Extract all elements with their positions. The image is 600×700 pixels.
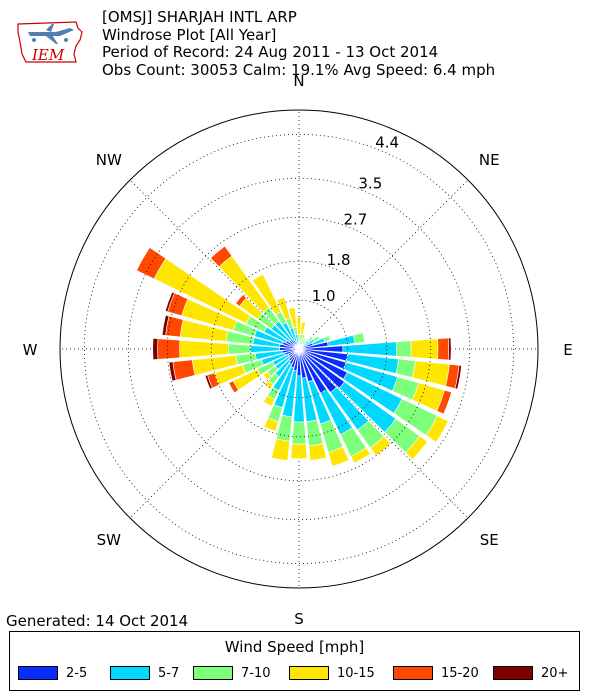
logo-text: IEM [32, 46, 65, 64]
wedge-80-7-10 [353, 332, 365, 344]
ring-gridline [127, 177, 471, 521]
airplane-icon [28, 24, 74, 44]
legend-item-15-20: 15-20 [393, 665, 479, 681]
wedge-320-15-20 [210, 245, 233, 268]
legend-swatch [493, 666, 533, 680]
legend: Wind Speed [mph] 2-5 5-7 7-10 10-15 15-2… [9, 631, 580, 691]
wedge-240-15-20 [228, 380, 239, 394]
windrose-chart: 1.0 1.8 2.7 3.5 4.4 N NE E SE S SW W NW [23, 72, 573, 628]
direction-label-nw: NW [96, 151, 122, 169]
wedge-220-10-15 [264, 380, 274, 389]
iowa-map-icon [17, 21, 83, 63]
legend-item-2-5: 2-5 [18, 665, 87, 681]
legend-label: 5-7 [158, 665, 180, 681]
wedge-180-10-15 [290, 443, 308, 460]
wedge-130-10-15 [405, 435, 428, 460]
obs-summary: Obs Count: 30053 Calm: 19.1% Avg Speed: … [102, 60, 496, 79]
wedge-290-20+ [164, 291, 175, 313]
wedge-270-10-15 [179, 339, 229, 359]
station-title: [OMSJ] SHARJAH INTL ARP [102, 8, 297, 26]
wedge-60-7-10 [312, 335, 321, 342]
legend-label: 15-20 [441, 665, 479, 681]
wedge-170-10-15 [308, 443, 327, 461]
wedge-30-7-10 [301, 337, 307, 344]
outer-circle [59, 109, 539, 589]
wedge-90-20+ [448, 337, 452, 361]
wedge-270-15-20 [157, 338, 181, 360]
legend-label: 10-15 [337, 665, 375, 681]
plot-subtitle: Windrose Plot [All Year] [102, 25, 277, 44]
legend-swatch [18, 666, 58, 680]
wedge-260-20+ [168, 361, 177, 382]
ring-gridline [249, 299, 349, 399]
direction-label-se: SE [480, 531, 499, 549]
legend-swatch [393, 666, 433, 680]
wedge-80-5-7 [327, 334, 356, 347]
wedge-160-10-15 [327, 446, 350, 467]
wedge-310-15-20 [235, 294, 247, 307]
iem-logo: IEM [16, 18, 86, 68]
legend-label: 2-5 [66, 665, 88, 681]
wedge-100-10-15 [412, 360, 450, 387]
wedge-110-15-20 [436, 389, 452, 415]
legend-item-10-15: 10-15 [289, 665, 375, 681]
direction-label-ne: NE [479, 151, 500, 169]
direction-label-sw: SW [97, 531, 122, 549]
generated-date: Generated: 14 Oct 2014 [6, 612, 189, 630]
legend-title: Wind Speed [mph] [224, 638, 365, 656]
wedge-0-10-15 [296, 316, 302, 335]
wedge-280-20+ [161, 314, 170, 336]
wedge-270-7-10 [227, 343, 251, 355]
legend-swatch [289, 666, 329, 680]
wedge-150-10-15 [350, 447, 371, 464]
wedge-100-20+ [454, 364, 462, 390]
period-of-record: Period of Record: 24 Aug 2011 - 13 Oct 2… [102, 43, 439, 61]
wedge-350-10-15 [288, 307, 298, 329]
wedge-90-7-10 [395, 340, 412, 358]
direction-label-e: E [563, 341, 572, 359]
wedge-20-10-15 [301, 334, 306, 340]
wedge-210-10-15 [262, 394, 275, 407]
legend-item-20-plus: 20+ [493, 665, 568, 681]
direction-label-s: S [294, 610, 304, 628]
wedge-50-7-10 [307, 336, 314, 343]
wedge-100-7-10 [395, 358, 416, 379]
wedge-120-10-15 [425, 415, 449, 443]
legend-label: 7-10 [241, 665, 271, 681]
wedge-340-10-15 [276, 296, 291, 321]
ring-gridline [83, 133, 515, 565]
ring-label: 2.7 [343, 210, 367, 228]
wedge-90-15-20 [437, 337, 450, 361]
wedge-230-10-15 [262, 371, 272, 381]
legend-swatch [110, 666, 150, 680]
radial-gridline [298, 179, 469, 350]
legend-label: 20+ [541, 665, 569, 681]
legend-item-7-10: 7-10 [193, 665, 271, 681]
wedge-190-10-15 [271, 438, 290, 461]
ring-gridline [166, 216, 432, 482]
direction-label-n: N [293, 72, 304, 90]
ring-gridline [210, 260, 388, 438]
wedge-200-10-15 [263, 417, 279, 432]
wedge-180-7-10 [291, 421, 307, 445]
ring-label: 3.5 [358, 174, 382, 192]
ring-label: 1.8 [327, 251, 351, 269]
wedge-330-10-15 [251, 273, 282, 316]
ring-label: 4.4 [375, 134, 399, 152]
legend-item-5-7: 5-7 [110, 665, 179, 681]
wedge-10-10-15 [300, 321, 306, 336]
wedge-250-20+ [204, 374, 213, 390]
direction-label-w: W [23, 341, 38, 359]
wedge-70-7-10 [323, 335, 331, 343]
wedge-90-10-15 [410, 338, 439, 360]
wedge-300-15-20 [136, 247, 167, 280]
ring-label: 1.0 [312, 287, 336, 305]
chart-header: [OMSJ] SHARJAH INTL ARP Windrose Plot [A… [102, 8, 496, 79]
wedge-260-15-20 [172, 359, 196, 381]
legend-swatch [193, 666, 233, 680]
wedge-270-20+ [152, 337, 159, 361]
